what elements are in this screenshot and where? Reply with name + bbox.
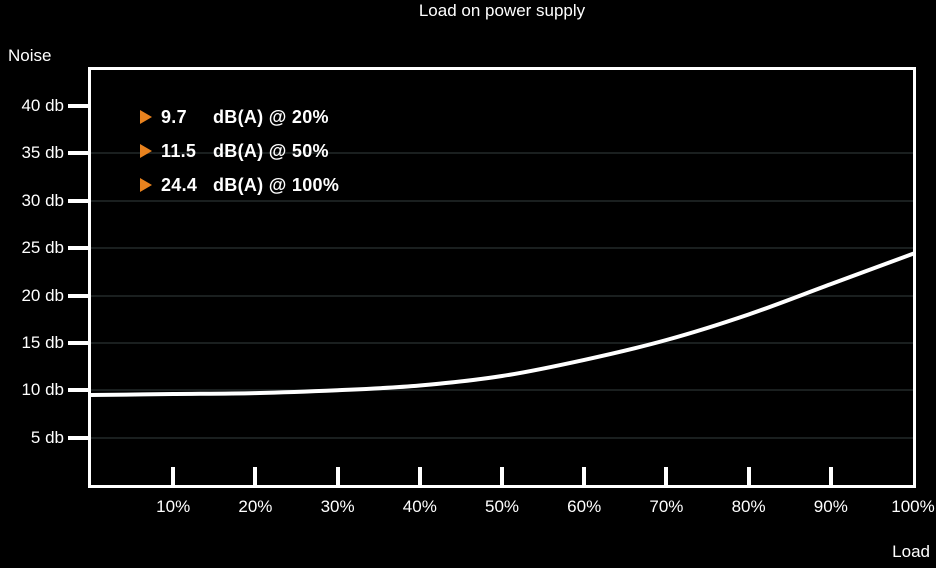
- x-axis-tick: [746, 467, 751, 485]
- arrow-right-icon: [140, 178, 152, 192]
- y-axis-tick: [68, 388, 88, 393]
- y-axis-tick: [68, 435, 88, 440]
- gridline: [91, 199, 913, 202]
- x-axis-tick: [828, 467, 833, 485]
- gridline: [91, 152, 913, 155]
- x-axis-label: 30%: [320, 497, 355, 516]
- annotation-row: 9.7 dB(A) @ 20%: [140, 107, 339, 127]
- y-axis-label: 20 db: [21, 285, 64, 305]
- x-axis-name: Load: [892, 542, 930, 561]
- annotation-value: 9.7: [161, 106, 187, 127]
- annotation-row: 11.5 dB(A) @ 50%: [140, 141, 339, 161]
- annotation-list: 9.7 dB(A) @ 20% 11.5 dB(A) @ 50% 24.4 dB…: [140, 107, 339, 209]
- x-axis-tick: [500, 467, 504, 485]
- x-axis-label: 10%: [156, 497, 191, 516]
- x-axis-label: 50%: [484, 497, 520, 516]
- y-axis-name: Noise: [8, 46, 52, 65]
- noise-curve-svg: [91, 251, 913, 397]
- y-axis-label: 5 db: [30, 427, 64, 447]
- annotation-value: 11.5: [161, 140, 197, 161]
- gridline: [91, 389, 913, 392]
- x-axis-label: 100%: [891, 497, 935, 516]
- x-axis-tick: [335, 467, 340, 485]
- y-axis-label: 40 db: [21, 96, 64, 115]
- gridline: [91, 294, 913, 297]
- annotation-text: dB(A) @ 100%: [213, 174, 340, 195]
- x-axis-tick: [582, 467, 587, 485]
- annotation-row: 24.4 dB(A) @ 100%: [140, 175, 339, 195]
- x-axis-label: 40%: [402, 497, 437, 516]
- x-axis-label: 60%: [567, 497, 602, 516]
- x-axis-tick: [664, 467, 669, 485]
- x-axis-label: 20%: [238, 497, 273, 516]
- y-axis-label: 15 db: [21, 332, 64, 352]
- plot-area: [88, 67, 916, 488]
- y-axis-label: 35 db: [21, 143, 64, 163]
- x-axis-tick: [417, 467, 422, 485]
- y-axis-tick: [68, 293, 88, 298]
- x-axis-tick: [171, 467, 176, 485]
- chart-title: Load on power supply: [418, 1, 586, 20]
- y-axis-tick: [68, 104, 88, 108]
- y-axis-tick: [68, 246, 88, 251]
- annotation-text: dB(A) @ 50%: [213, 140, 329, 161]
- y-axis-tick: [68, 198, 88, 203]
- annotation-value: 24.4: [161, 174, 198, 195]
- x-axis-label: 70%: [649, 497, 684, 516]
- arrow-right-icon: [140, 144, 152, 158]
- y-axis-tick: [68, 340, 88, 345]
- y-axis-label: 25 db: [21, 238, 64, 258]
- arrow-right-icon: [140, 110, 152, 124]
- y-axis-tick: [68, 151, 88, 156]
- x-axis-tick: [253, 467, 258, 485]
- gridline: [91, 436, 913, 439]
- annotation-text: dB(A) @ 20%: [213, 106, 329, 127]
- noise-curve: [91, 251, 913, 397]
- y-axis-label: 10 db: [21, 380, 64, 400]
- y-axis-label: 30 db: [21, 190, 64, 210]
- x-axis-label: 90%: [813, 497, 848, 516]
- x-axis-label: 80%: [731, 497, 766, 516]
- gridline: [91, 247, 913, 250]
- gridline: [91, 341, 913, 344]
